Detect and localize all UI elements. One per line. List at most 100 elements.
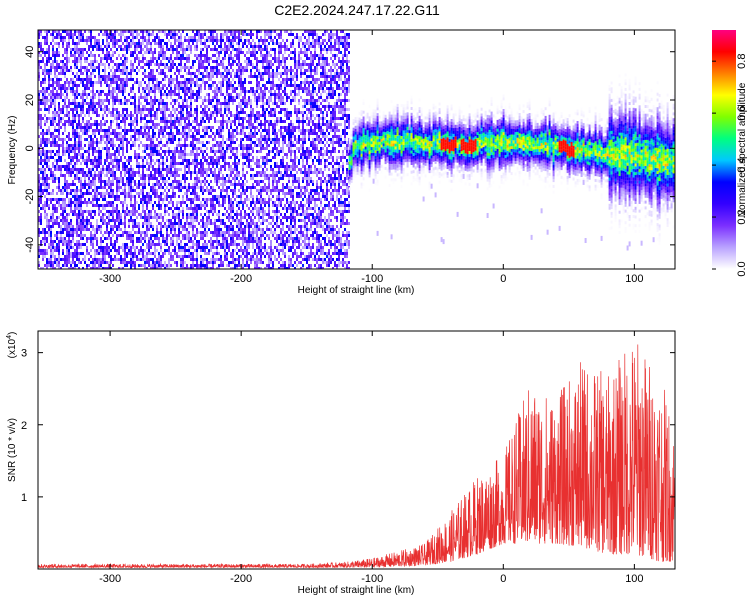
spectrogram-cell	[44, 39, 46, 42]
spectrogram-cell	[100, 138, 102, 141]
spectrogram-cell	[66, 216, 68, 219]
spectrogram-cell	[184, 135, 186, 138]
spectrogram-cell	[172, 120, 174, 123]
spectrogram-cell	[198, 198, 200, 201]
spectrogram-cell	[132, 258, 134, 261]
spectrogram-cell	[146, 60, 148, 63]
spectrogram-cell	[112, 45, 114, 48]
spectrogram-cell	[58, 54, 60, 57]
spectrogram-cell	[132, 87, 134, 90]
spectrogram-cell	[96, 189, 98, 192]
spectrogram-cell	[70, 87, 72, 90]
spectrogram-cell	[140, 213, 142, 216]
spectrogram-cell	[202, 141, 204, 144]
spectrogram-cell	[216, 96, 218, 99]
spectrogram-cell	[188, 45, 190, 48]
spectrogram-cell	[136, 42, 138, 45]
spectrogram-cell	[114, 210, 116, 213]
spectrogram-cell	[52, 156, 54, 159]
spectrogram-cell	[46, 36, 48, 39]
spectrogram-cell	[150, 174, 152, 177]
spectrogram-cell	[64, 147, 66, 150]
spectrogram-cell	[188, 216, 190, 219]
spectrogram-cell	[164, 54, 166, 57]
spectrogram-cell	[138, 87, 140, 90]
spectrogram-cell	[138, 207, 140, 210]
spectrogram-cell	[206, 54, 208, 57]
spectrogram-cell	[208, 267, 210, 269]
spectrogram-cell	[132, 51, 134, 54]
spectrogram-cell	[100, 243, 102, 246]
spectrogram-cell	[228, 219, 230, 222]
spectrogram-cell	[80, 39, 82, 42]
spectrogram-cell	[122, 108, 124, 111]
spectrogram-cell	[64, 75, 66, 78]
spectrogram-cell	[126, 117, 128, 120]
spectrogram-cell	[216, 63, 218, 66]
spectrogram-cell	[218, 198, 220, 201]
spectrogram-cell	[72, 225, 74, 228]
spectrogram-cell	[86, 39, 88, 42]
spectrogram-cell	[110, 162, 112, 165]
spectrogram-cell	[118, 216, 120, 219]
spectrogram-cell	[228, 261, 230, 264]
spectrogram-cell	[190, 93, 192, 96]
spectrogram-cell	[92, 84, 94, 87]
spectrogram-cell	[154, 243, 156, 246]
spectrogram-cell	[48, 93, 50, 96]
spectrogram-cell	[108, 219, 110, 222]
spectrogram-cell	[122, 114, 124, 117]
spectrogram-cell	[100, 129, 102, 132]
spectrogram-cell	[182, 135, 184, 138]
spectrogram-cell	[40, 192, 42, 195]
spectrogram-cell	[138, 195, 140, 198]
spectrogram-cell	[92, 147, 94, 150]
spectrogram-cell	[194, 72, 196, 75]
spectrogram-cell	[222, 36, 224, 39]
spectrogram-cell	[100, 90, 102, 93]
spectrogram-cell	[96, 138, 98, 141]
spectrogram-cell	[44, 183, 46, 186]
spectrogram-cell	[204, 249, 206, 252]
spectrogram-cell	[40, 216, 42, 219]
spectrogram-cell	[196, 33, 198, 36]
spectrogram-cell	[48, 141, 50, 144]
spectrogram-cell	[44, 210, 46, 213]
spectrogram-cell	[46, 156, 48, 159]
spectrogram-cell	[40, 54, 42, 57]
spectrogram-cell	[52, 240, 54, 243]
spectrogram-cell	[172, 78, 174, 81]
spectrogram-cell	[172, 225, 174, 228]
spectrogram-cell	[160, 255, 162, 258]
spectrogram-cell	[226, 33, 228, 36]
spectrogram-cell	[90, 249, 92, 252]
spectrogram-cell	[108, 213, 110, 216]
spectrogram-cell	[190, 222, 192, 225]
spectrogram-cell	[146, 225, 148, 228]
spectrogram-cell	[42, 189, 44, 192]
spectrogram-cell	[210, 33, 212, 36]
spectrogram-cell	[118, 90, 120, 93]
spectrogram-cell	[178, 93, 180, 96]
spectrogram-cell	[174, 99, 176, 102]
spectrogram-cell	[44, 207, 46, 210]
spectrogram-cell	[164, 162, 166, 165]
spectrogram-cell	[140, 237, 142, 240]
spectrogram-cell	[134, 48, 136, 51]
spectrogram-cell	[40, 120, 42, 123]
spectrogram-cell	[100, 240, 102, 243]
spectrogram-cell	[186, 237, 188, 240]
spectrogram-cell	[104, 255, 106, 258]
spectrogram-cell	[162, 84, 164, 87]
spectrogram-cell	[206, 117, 208, 120]
spectrogram-cell	[168, 66, 170, 69]
spectrogram-cell	[208, 45, 210, 48]
spectrogram-cell	[68, 252, 70, 255]
spectrogram-cell	[76, 144, 78, 147]
spectrogram-cell	[112, 120, 114, 123]
spectrogram-cell	[58, 66, 60, 69]
spectrogram-cell	[56, 33, 58, 36]
spectrogram-cell	[188, 198, 190, 201]
spectrogram-cell	[210, 48, 212, 51]
spectrogram-cell	[178, 162, 180, 165]
